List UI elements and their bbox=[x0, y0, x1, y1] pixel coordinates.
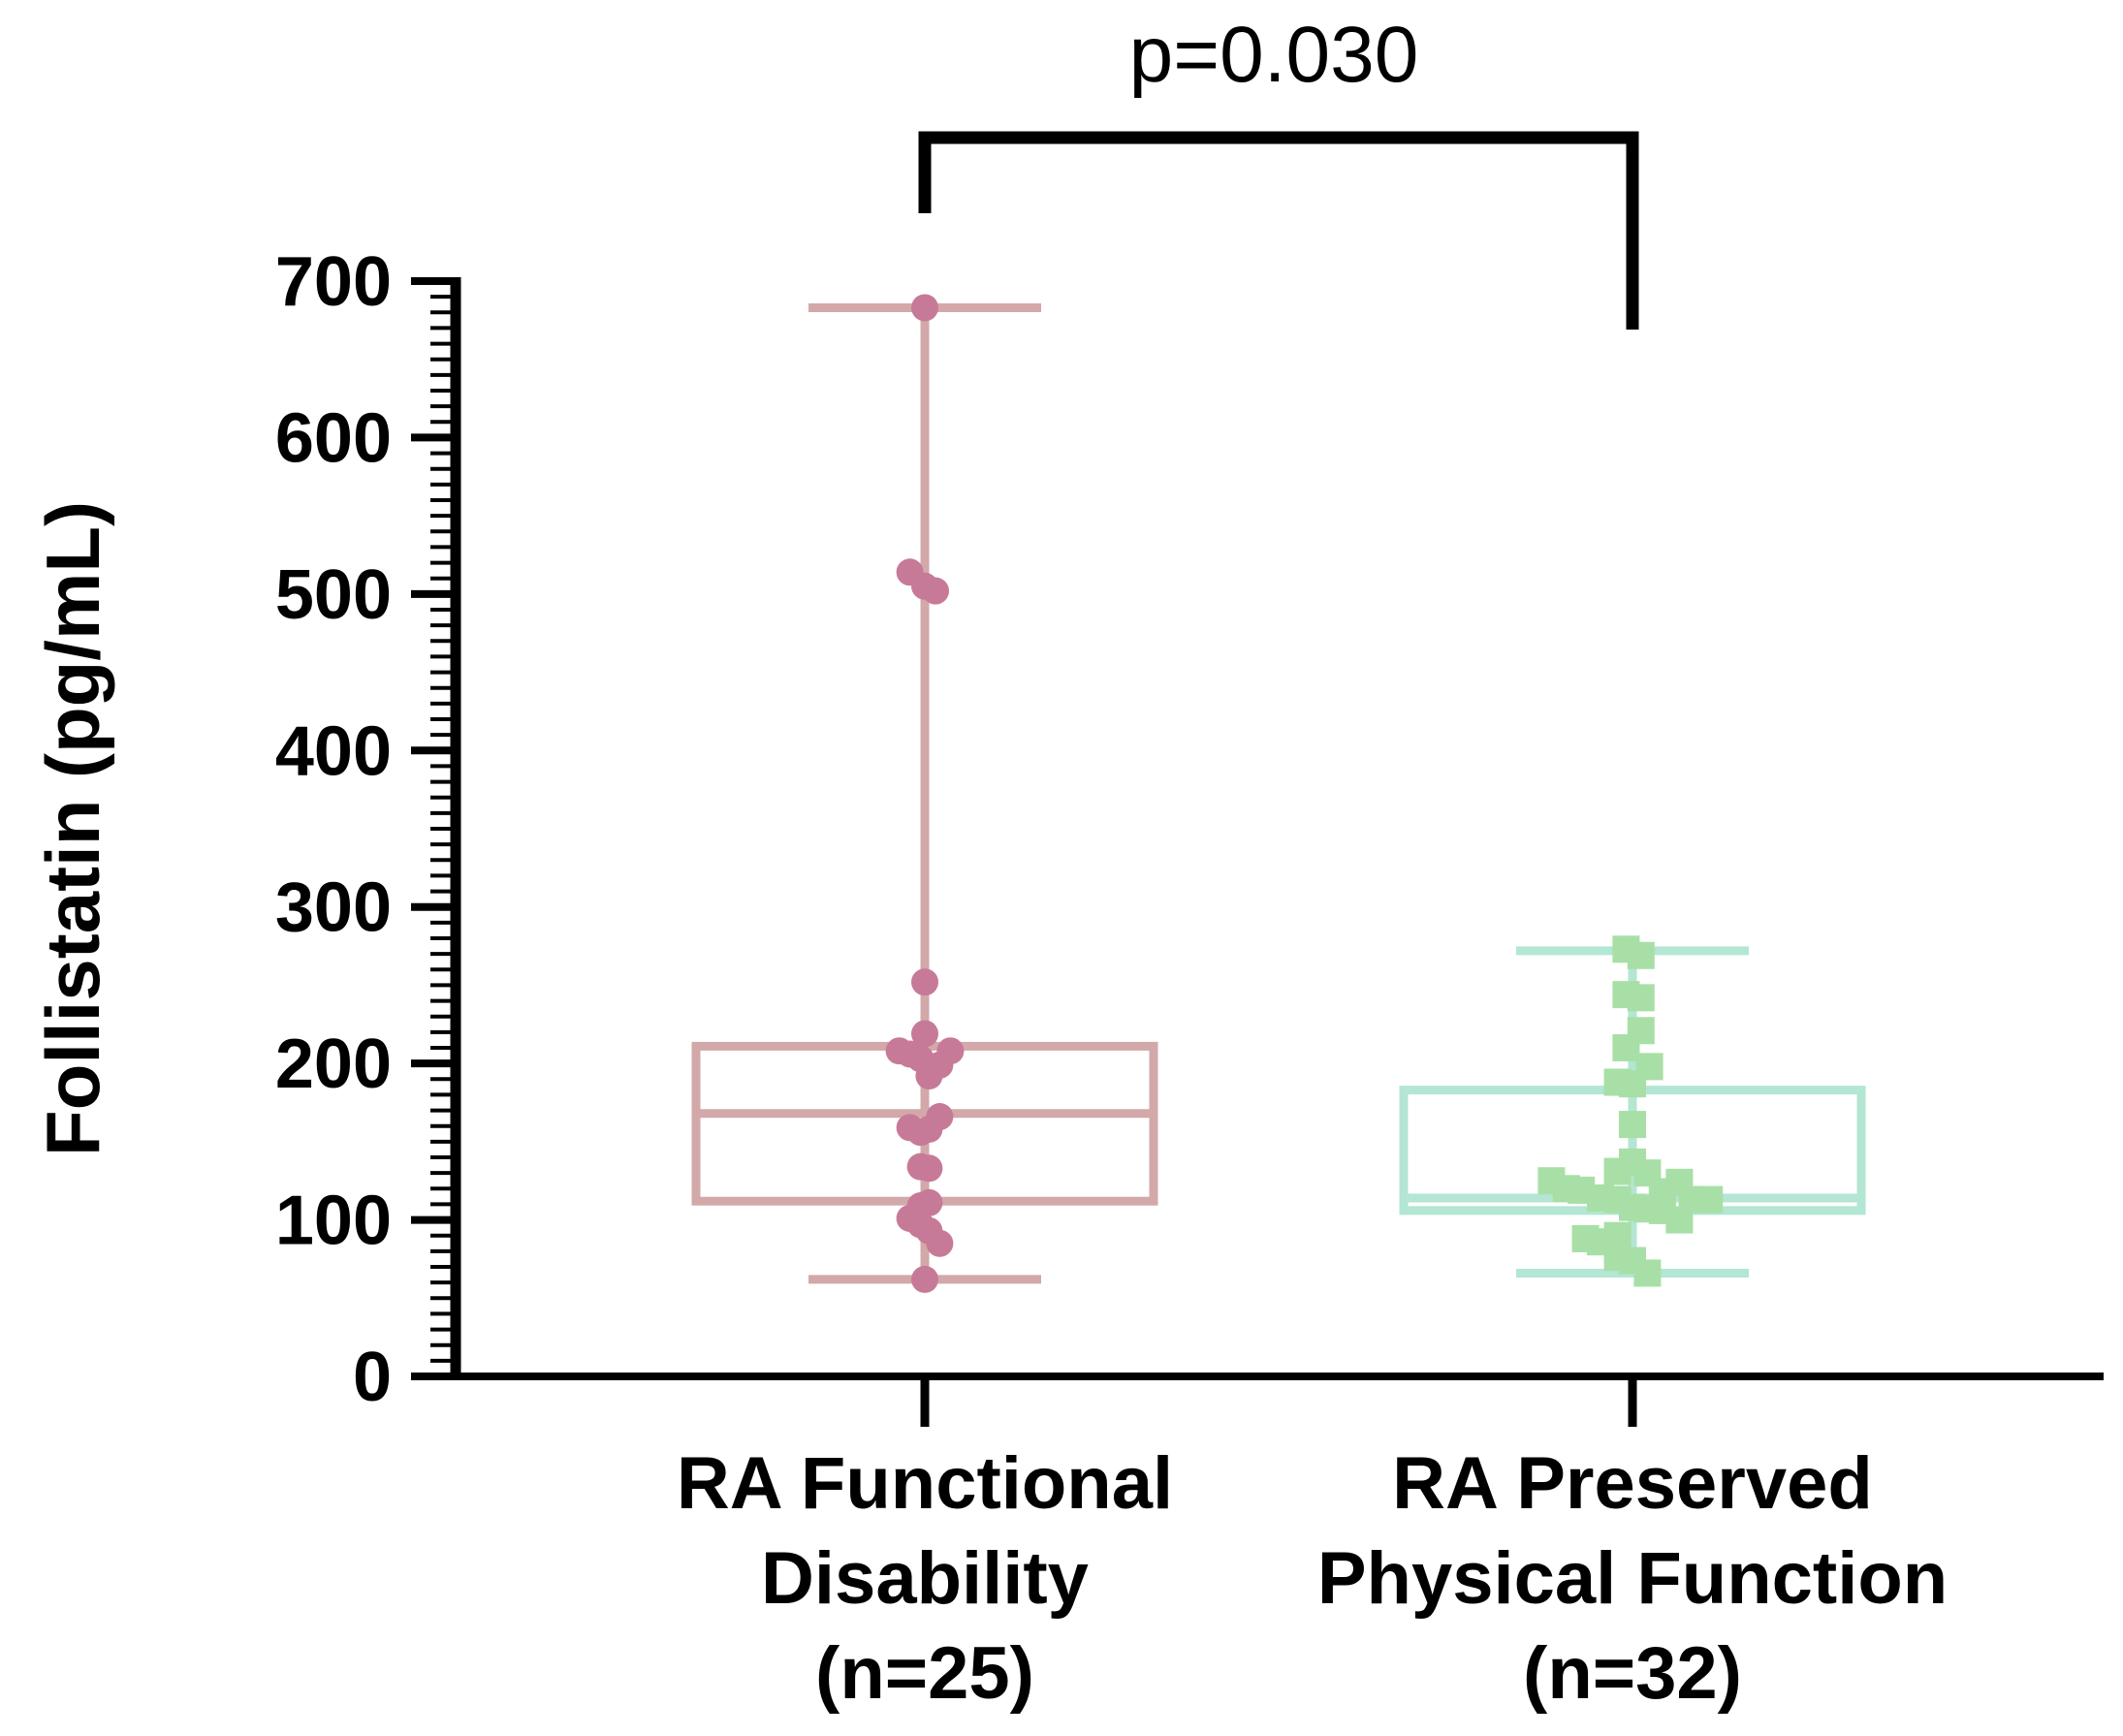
group-2-data-point bbox=[1603, 1157, 1632, 1185]
group-1-category-label: Disability bbox=[761, 1537, 1089, 1620]
group-2-data-point bbox=[1665, 1206, 1694, 1234]
y-tick-label: 400 bbox=[275, 712, 392, 790]
group-2-data-point bbox=[1695, 1185, 1724, 1214]
group-1-data-point bbox=[911, 968, 938, 996]
y-tick-label: 500 bbox=[275, 556, 392, 634]
group-2-category-label: RA Preserved bbox=[1392, 1442, 1873, 1525]
group-1-data-point bbox=[911, 294, 938, 322]
significance-bracket bbox=[918, 131, 1639, 330]
group-1-category-label: RA Functional bbox=[677, 1442, 1173, 1525]
group-1-category-label: (n=25) bbox=[815, 1632, 1034, 1715]
group-1-data-point bbox=[915, 1062, 943, 1090]
group-1-data-point bbox=[922, 577, 949, 605]
group-2-data-point bbox=[1627, 941, 1655, 969]
group-2-category-label: Physical Function bbox=[1317, 1537, 1948, 1620]
group-2-data-point bbox=[1633, 1259, 1662, 1287]
group-2-data-point bbox=[1612, 1034, 1640, 1061]
group-2-data-point bbox=[1619, 1070, 1646, 1098]
group-1-data-point bbox=[926, 1229, 954, 1257]
p-value-annotation: p=0.030 bbox=[1129, 11, 1419, 99]
y-tick-label: 300 bbox=[275, 869, 392, 947]
y-tick-label: 700 bbox=[275, 243, 392, 321]
group-2-category-label: (n=32) bbox=[1523, 1632, 1742, 1715]
y-tick-label: 100 bbox=[275, 1183, 392, 1260]
y-tick-label: 200 bbox=[275, 1026, 392, 1103]
group-1-data-point bbox=[911, 1265, 938, 1293]
group-2-data-point bbox=[1627, 984, 1655, 1012]
group-2-data-point bbox=[1619, 1111, 1646, 1139]
y-tick-label: 600 bbox=[275, 399, 392, 477]
y-tick-label: 0 bbox=[353, 1339, 392, 1416]
y-axis-label: Follistatin (pg/mL) bbox=[30, 501, 115, 1156]
group-1-data-point bbox=[915, 1154, 943, 1183]
group-1-data-point bbox=[926, 1103, 954, 1131]
group-1-data-point bbox=[915, 1188, 943, 1216]
group-1-data-point bbox=[911, 1020, 938, 1048]
